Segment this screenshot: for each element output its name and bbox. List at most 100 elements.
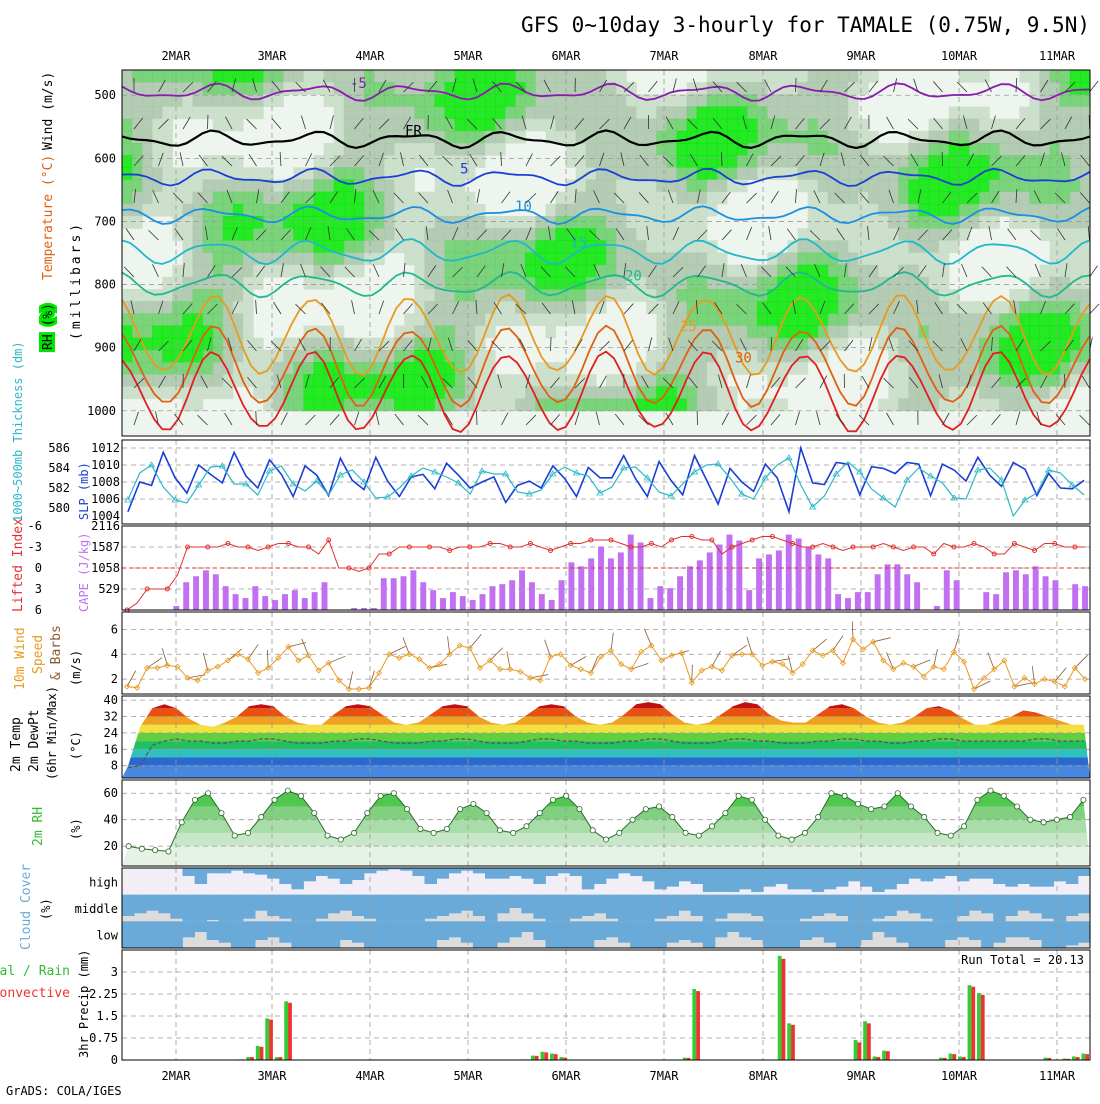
rh-cell bbox=[162, 131, 173, 144]
cloud-cell bbox=[921, 868, 934, 881]
rh-cell bbox=[525, 289, 536, 302]
cloud-cell bbox=[691, 921, 704, 942]
cape-bar bbox=[430, 590, 436, 610]
rh-cell bbox=[949, 338, 960, 351]
rh-cell bbox=[1040, 180, 1051, 193]
rh-cell bbox=[697, 313, 708, 326]
cape-bar bbox=[776, 550, 782, 610]
cape-bar bbox=[1013, 570, 1019, 610]
rh-cell bbox=[223, 107, 234, 120]
wind-barb bbox=[147, 658, 162, 668]
rh-marker bbox=[749, 797, 754, 802]
rh-cell bbox=[1070, 131, 1081, 144]
rh-cell bbox=[233, 289, 244, 302]
rh-cell bbox=[707, 192, 718, 205]
rh-cell bbox=[122, 350, 133, 363]
cape-bar bbox=[381, 578, 387, 610]
cape-bar bbox=[1052, 580, 1058, 610]
cape-bar bbox=[954, 580, 960, 610]
cape-bar bbox=[875, 574, 881, 610]
cape-bar bbox=[707, 552, 713, 610]
rh-cell bbox=[253, 107, 264, 120]
rh-cell bbox=[344, 338, 355, 351]
rh-cell bbox=[656, 155, 667, 168]
rh-cell bbox=[394, 362, 405, 375]
cloud-cell bbox=[824, 895, 837, 914]
rh-cell bbox=[677, 192, 688, 205]
rh-cell bbox=[425, 265, 436, 278]
rh-cell bbox=[999, 374, 1010, 387]
rh-cell bbox=[223, 253, 234, 266]
rh-cell bbox=[243, 265, 254, 278]
rh-cell bbox=[777, 155, 788, 168]
cloud-cell bbox=[993, 868, 1006, 884]
precip-conv-bar bbox=[857, 1042, 861, 1060]
rh-cell bbox=[435, 240, 446, 253]
precip-total-bar bbox=[949, 1054, 953, 1060]
cape-bar bbox=[806, 546, 812, 610]
precip-total-bar bbox=[882, 1051, 886, 1060]
wind-barb bbox=[1090, 81, 1099, 92]
cloud-cell bbox=[546, 921, 559, 948]
cloud-cell bbox=[400, 895, 413, 922]
rh-cell bbox=[989, 155, 1000, 168]
rh-cell bbox=[858, 326, 869, 339]
rh-cell bbox=[757, 350, 768, 363]
cloud-cell bbox=[388, 895, 401, 922]
rh-cell bbox=[193, 107, 204, 120]
rh-cell bbox=[606, 155, 617, 168]
rh-cell bbox=[1050, 192, 1061, 205]
rh-cell bbox=[868, 180, 879, 193]
cloud-cell bbox=[122, 895, 135, 916]
rh-cell bbox=[667, 265, 678, 278]
rh-cell bbox=[334, 228, 345, 241]
rh-cell bbox=[828, 204, 839, 217]
rh-cell bbox=[868, 313, 879, 326]
temp-tick: 24 bbox=[104, 726, 118, 740]
rh-cell bbox=[162, 350, 173, 363]
rh-cell bbox=[919, 289, 930, 302]
rh-cell bbox=[929, 277, 940, 290]
cloud-cell bbox=[872, 868, 885, 892]
rh-marker bbox=[656, 804, 661, 809]
rh-cell bbox=[213, 119, 224, 132]
rh-cell bbox=[546, 374, 557, 387]
rh-cell bbox=[535, 265, 546, 278]
rh-cell bbox=[576, 313, 587, 326]
temp-band bbox=[122, 741, 1090, 749]
rh-cell bbox=[767, 107, 778, 120]
rh-cell bbox=[606, 216, 617, 229]
run-total: Run Total = 20.13 bbox=[961, 953, 1084, 967]
cloud-cell bbox=[727, 868, 740, 892]
rh-cell bbox=[546, 265, 557, 278]
cape-bar bbox=[914, 582, 920, 610]
cloud-cell bbox=[279, 868, 292, 884]
rh-cell bbox=[949, 301, 960, 314]
rh-cell bbox=[465, 94, 476, 107]
cloud-cell bbox=[642, 868, 655, 881]
cloud-cell bbox=[243, 921, 256, 948]
rh-cell bbox=[364, 338, 375, 351]
cloud-cell bbox=[1066, 895, 1079, 916]
rh-cell bbox=[213, 374, 224, 387]
rh-cell bbox=[344, 155, 355, 168]
rh-cell bbox=[293, 228, 304, 241]
rh-cell bbox=[828, 192, 839, 205]
rh-cell bbox=[687, 180, 698, 193]
thickness-label: 1000~500mb Thickness (dm) bbox=[11, 341, 25, 522]
rh-cell bbox=[989, 180, 1000, 193]
rh-cell bbox=[626, 216, 637, 229]
rh-cell bbox=[183, 107, 194, 120]
rh-marker bbox=[842, 793, 847, 798]
rh-cell bbox=[404, 155, 415, 168]
rh-cell bbox=[314, 374, 325, 387]
lifted-tick: -6 bbox=[28, 519, 42, 533]
rh-cell bbox=[344, 167, 355, 180]
rh-cell bbox=[324, 155, 335, 168]
wind-barb bbox=[203, 653, 207, 670]
rh-marker bbox=[709, 824, 714, 829]
rh-cell bbox=[999, 192, 1010, 205]
rh-cell bbox=[344, 119, 355, 132]
rh-cell bbox=[848, 107, 859, 120]
rh-cell bbox=[848, 192, 859, 205]
